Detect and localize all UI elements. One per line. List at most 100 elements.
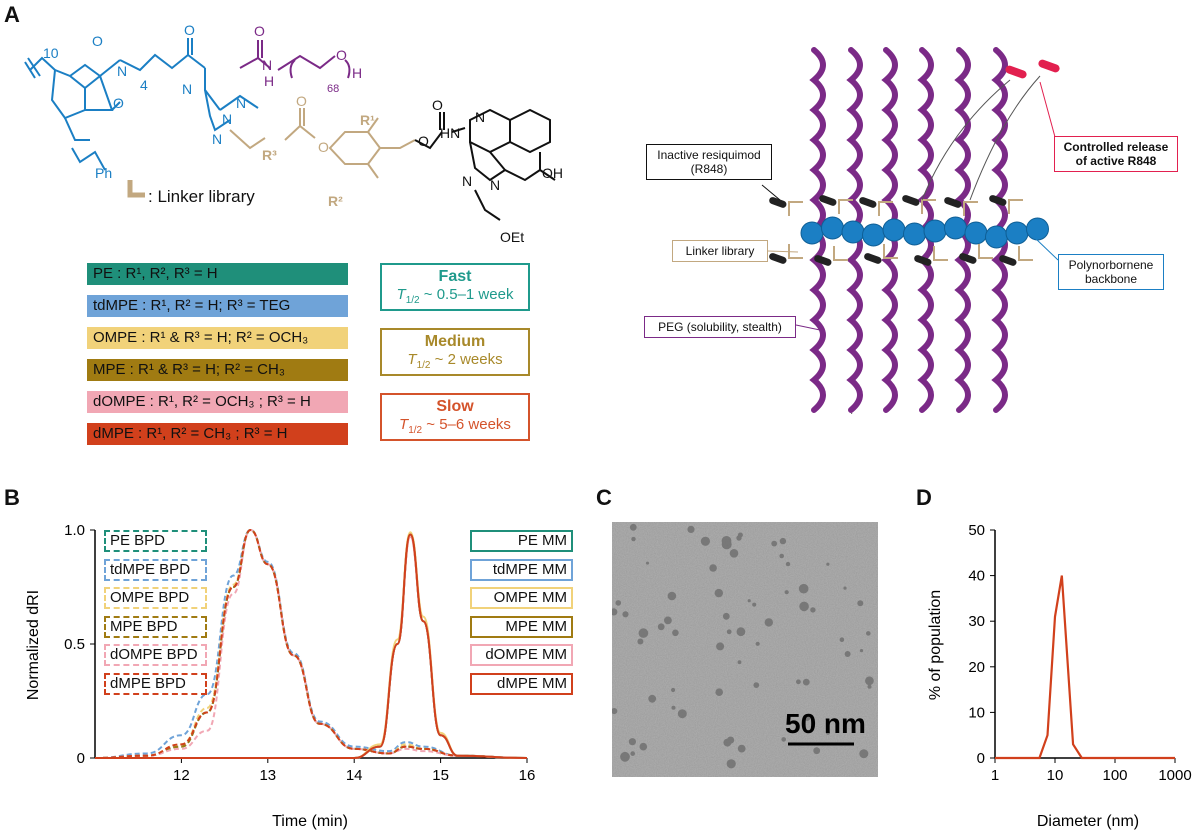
inactive-r848-icon bbox=[902, 195, 920, 206]
linker-segment bbox=[1018, 246, 1033, 261]
linker-bar-item: MPE : R¹ & R³ = H; R² = CH₃ bbox=[87, 359, 348, 381]
gpc-series-line bbox=[94, 528, 528, 759]
backbone-leader bbox=[1034, 237, 1059, 261]
tem-particle bbox=[784, 590, 789, 595]
label-n4: 4 bbox=[140, 77, 148, 93]
dls-y-tick-label: 20 bbox=[968, 659, 985, 676]
tem-particle bbox=[716, 642, 725, 651]
backbone-bead bbox=[882, 218, 906, 242]
tem-particle bbox=[726, 629, 732, 635]
peg-callout: PEG (solubility, stealth) bbox=[644, 316, 796, 338]
dls-x-tick-label: 1000 bbox=[1158, 767, 1191, 784]
gpc-x-tick-label: 15 bbox=[432, 767, 449, 784]
gpc-x-tick-label: 16 bbox=[519, 767, 536, 784]
release-rate-half-life: T1/2 ~ 2 weeks bbox=[407, 351, 503, 371]
gpc-legend-item: PE MM bbox=[470, 530, 573, 552]
tem-particle bbox=[622, 611, 629, 618]
linker-bar-item: PE : R¹, R², R³ = H bbox=[87, 263, 348, 285]
gpc-x-tick-label: 12 bbox=[173, 767, 190, 784]
panel-letter-c: C bbox=[596, 485, 612, 510]
tem-particle bbox=[637, 638, 644, 645]
label-o6: O bbox=[296, 93, 307, 109]
gpc-x-axis-label: Time (min) bbox=[272, 813, 348, 830]
linker-bar-item: OMPE : R¹ & R³ = H; R² = OCH₃ bbox=[87, 327, 348, 349]
peg-callout-label: PEG (solubility, stealth) bbox=[658, 320, 782, 334]
tem-particle bbox=[779, 553, 784, 559]
gpc-y-tick-label: 0 bbox=[77, 750, 85, 767]
tem-particle bbox=[709, 564, 717, 572]
label-o8: O bbox=[432, 97, 443, 113]
linker-bar-item: tdMPE : R¹, R² = H; R³ = TEG bbox=[87, 295, 348, 317]
release-rate-title: Fast bbox=[438, 268, 472, 285]
tem-particle bbox=[866, 631, 871, 636]
dls-x-tick-label: 10 bbox=[1047, 767, 1064, 784]
tem-particle bbox=[667, 591, 677, 601]
label-n-quinoline: N bbox=[475, 109, 485, 125]
gpc-series-line bbox=[94, 533, 528, 759]
label-o5: O bbox=[336, 47, 347, 63]
label-o3: O bbox=[184, 22, 195, 38]
backbone-bead bbox=[923, 219, 947, 243]
label-oet: OEt bbox=[500, 229, 524, 245]
inactive-r848-icon bbox=[814, 255, 832, 266]
tem-particle bbox=[629, 523, 637, 531]
gpc-y-tick-label: 0.5 bbox=[64, 636, 85, 653]
tem-particle bbox=[785, 561, 791, 567]
release-rate-half-life: T1/2 ~ 5–6 weeks bbox=[399, 416, 511, 436]
tem-particle bbox=[826, 562, 830, 566]
tem-particle bbox=[631, 536, 636, 542]
tem-particle bbox=[671, 687, 676, 693]
dls-y-axis-label: % of population bbox=[927, 590, 944, 700]
stray-dot: · bbox=[850, 408, 853, 419]
gpc-series-line bbox=[94, 528, 528, 759]
tem-particle bbox=[671, 705, 676, 710]
tem-particle bbox=[803, 714, 811, 721]
label-h2: H bbox=[352, 65, 362, 81]
inactive-r848-icon bbox=[769, 197, 787, 208]
gpc-legend-item: dMPE BPD bbox=[104, 672, 207, 695]
inactive-resiquimod-callout: Inactive resiquimod (R848) bbox=[646, 144, 772, 180]
tem-particle bbox=[638, 628, 649, 638]
tem-particle bbox=[737, 744, 746, 753]
tem-particle bbox=[620, 751, 630, 762]
release-rate-box: Fast T1/2 ~ 0.5–1 week bbox=[380, 263, 530, 311]
tem-particle bbox=[755, 641, 760, 646]
label-ph: Ph bbox=[95, 165, 112, 181]
linker-segment bbox=[833, 246, 848, 261]
tem-particle bbox=[723, 738, 732, 747]
release-rate-title: Medium bbox=[424, 333, 486, 350]
dls-chart: 1 10 100 1000 0 10 20 30 40 50 Diameter (nm) % of… bbox=[927, 522, 1192, 830]
tem-particle bbox=[844, 651, 851, 657]
label-n10: 10 bbox=[43, 45, 59, 61]
tem-particle bbox=[687, 525, 695, 533]
label-n-amine: N bbox=[182, 81, 192, 97]
release-rate-title: Slow bbox=[436, 398, 474, 415]
dls-y-tick-label: 50 bbox=[968, 522, 985, 539]
inactive-leader bbox=[761, 184, 781, 201]
tem-particle bbox=[839, 637, 845, 642]
tem-particle bbox=[859, 749, 869, 759]
release-rate-box: Slow T1/2 ~ 5–6 weeks bbox=[380, 393, 530, 441]
inactive-r848-icon bbox=[914, 255, 932, 266]
scale-bar-label: 50 nm bbox=[785, 708, 866, 739]
tem-particle bbox=[764, 618, 773, 627]
tem-particle bbox=[700, 536, 710, 546]
tem-particle bbox=[859, 649, 864, 653]
released-r848-icon bbox=[1005, 65, 1027, 79]
inactive-r848-icon bbox=[864, 253, 882, 264]
tem-particle bbox=[752, 602, 757, 607]
tem-particle bbox=[843, 586, 847, 590]
panel-letter-a: A bbox=[4, 2, 20, 27]
tem-particle bbox=[657, 623, 665, 631]
label-r1: R¹ bbox=[360, 112, 375, 128]
tem-particle bbox=[677, 709, 687, 719]
polynorbornene-beads: · bbox=[769, 195, 1049, 419]
label-h1: H bbox=[264, 73, 274, 89]
dls-series-line bbox=[995, 575, 1175, 760]
inactive-r848-icon bbox=[859, 197, 877, 208]
linker-segment bbox=[788, 244, 803, 259]
tem-particle bbox=[826, 730, 830, 735]
tem-particle bbox=[721, 536, 732, 546]
tem-particle bbox=[628, 738, 636, 746]
tem-particle bbox=[664, 616, 672, 625]
